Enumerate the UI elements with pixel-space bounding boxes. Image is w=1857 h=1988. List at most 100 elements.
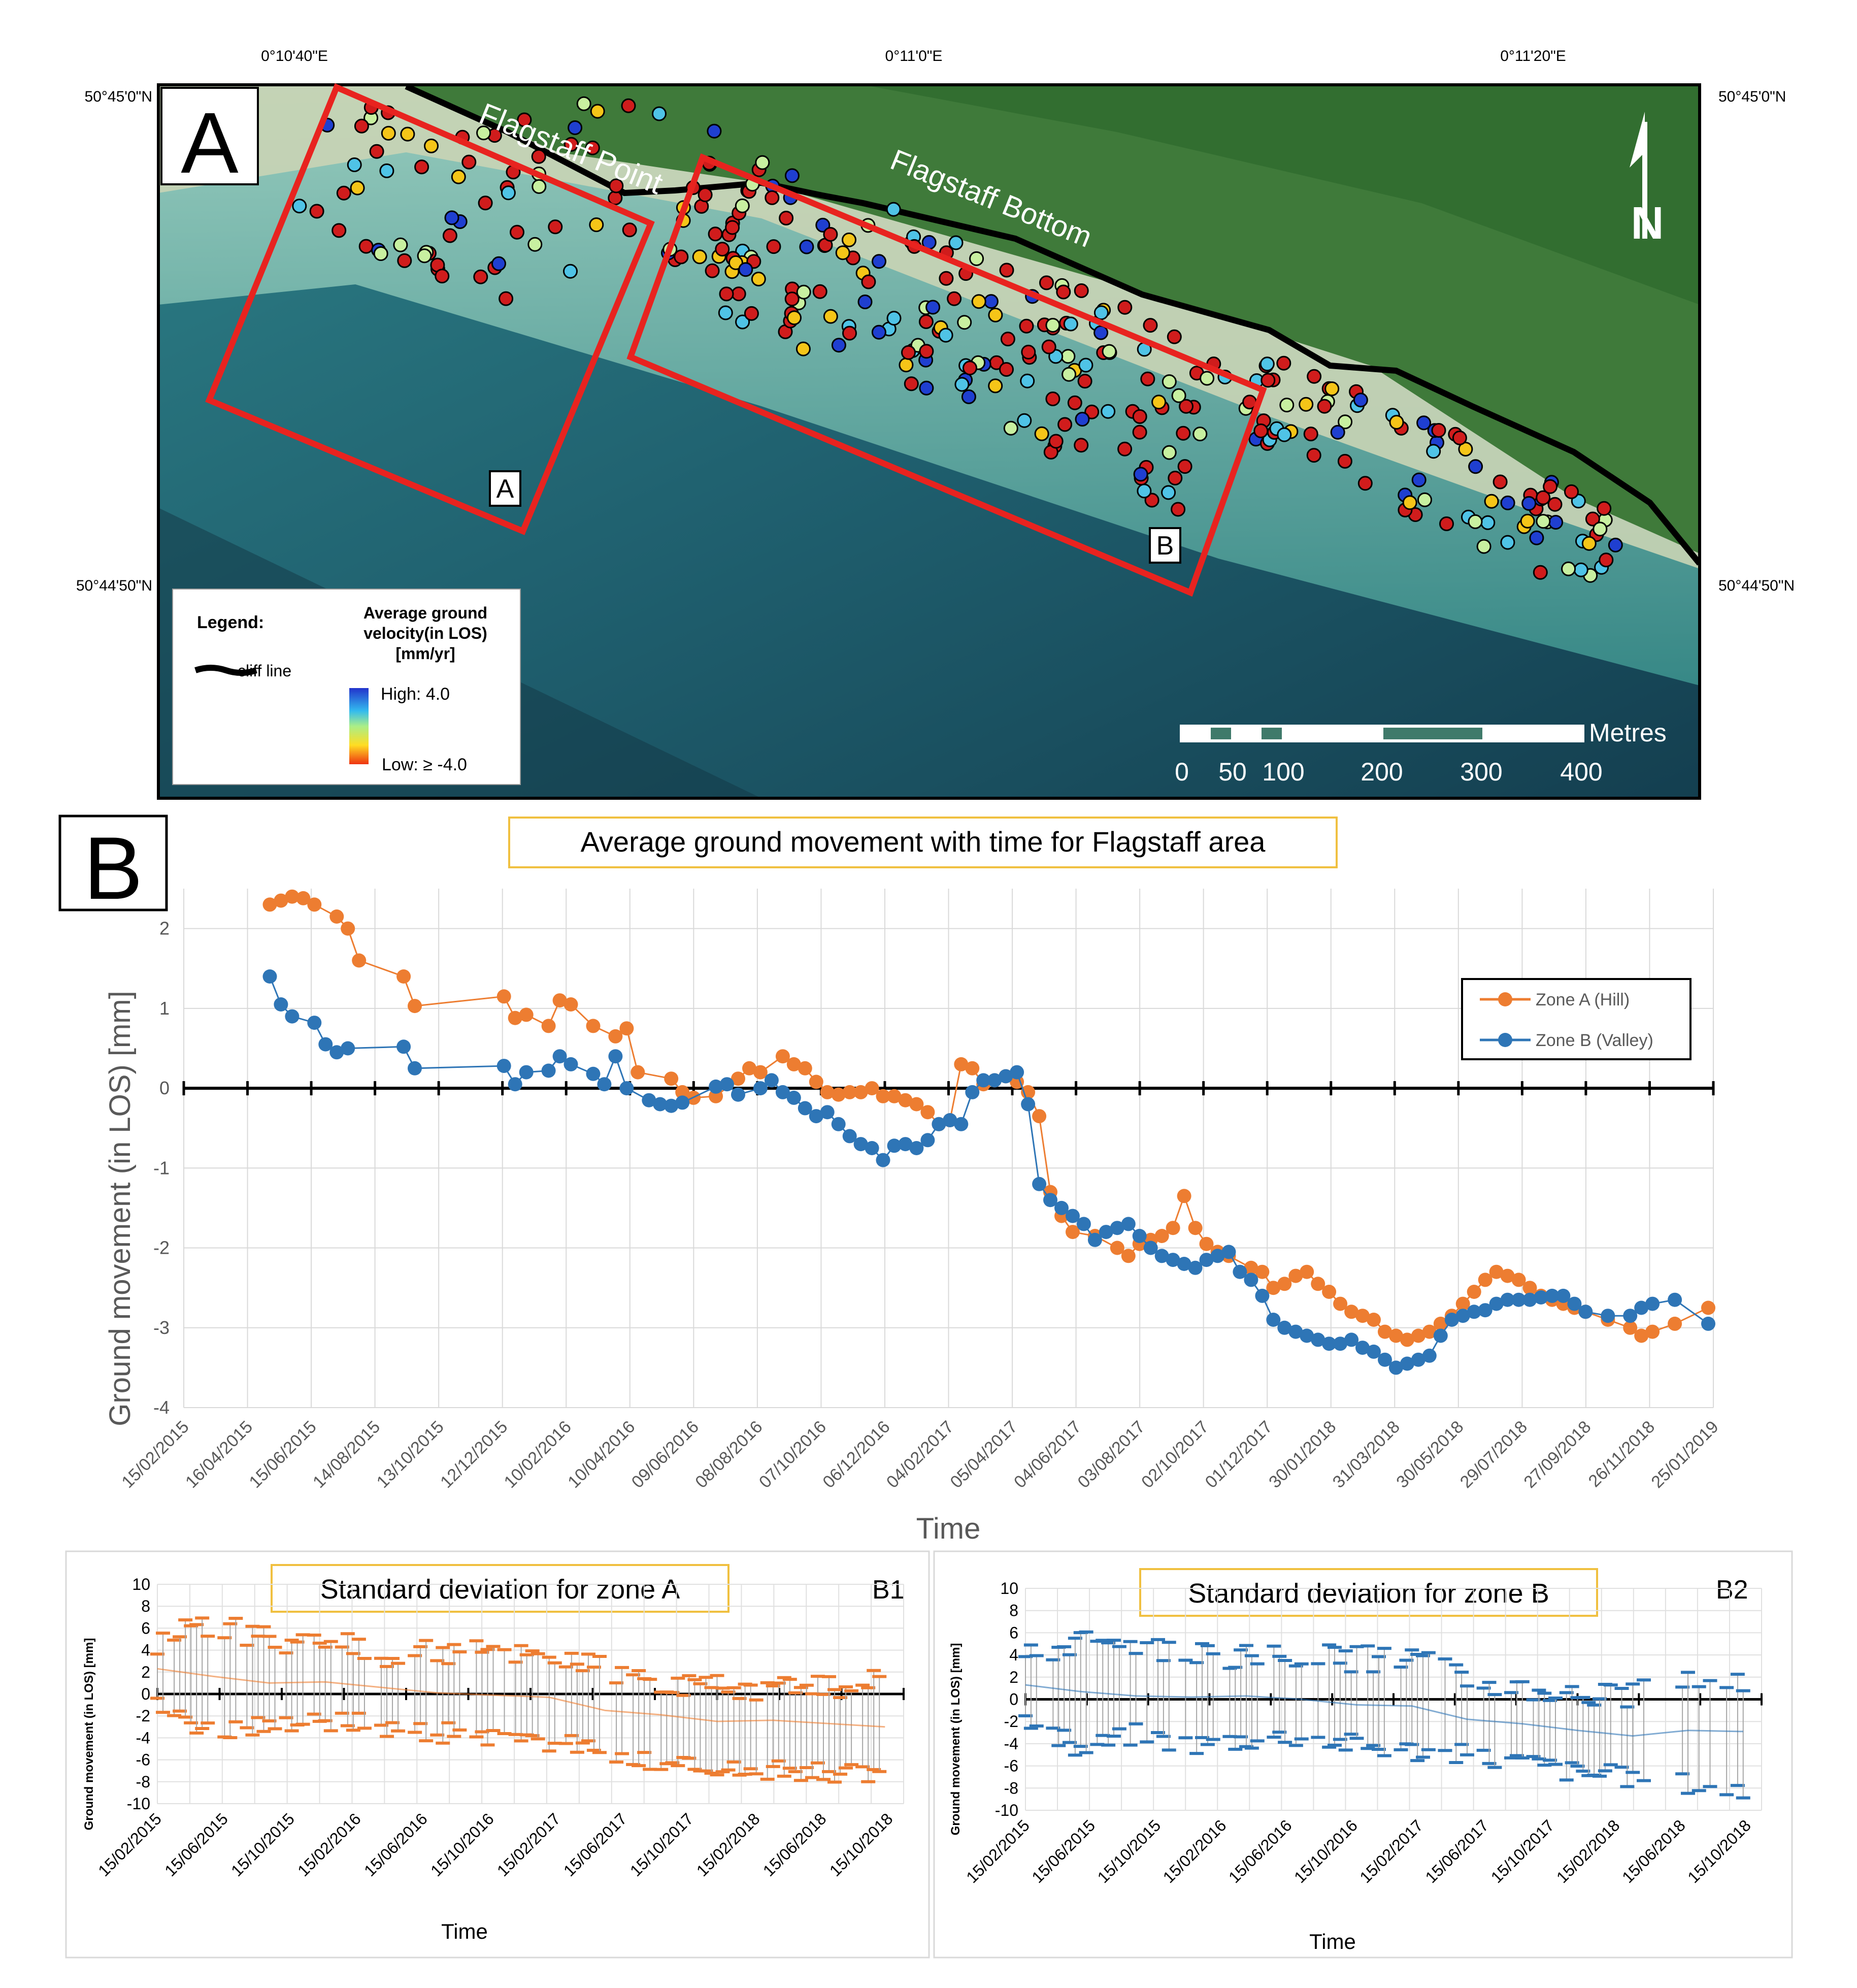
data-point-s1-32	[820, 1105, 835, 1120]
scale-tick-100: 100	[1262, 758, 1304, 786]
x-tick-label: 02/10/2017	[1138, 1417, 1212, 1492]
data-point-s0-81	[1411, 1328, 1425, 1343]
velocity-point-85	[1000, 332, 1015, 347]
data-point-s0-87	[1478, 1273, 1493, 1287]
legend-velocity-title-1: Average ground	[363, 604, 487, 622]
data-point-s0-33	[842, 1085, 857, 1099]
data-point-s1-6	[341, 1041, 355, 1056]
velocity-point-342	[1317, 399, 1332, 414]
velocity-point-296	[1536, 490, 1551, 505]
data-point-s1-80	[1355, 1341, 1370, 1355]
velocity-point-282	[1585, 511, 1600, 527]
velocity-point-46	[417, 248, 432, 264]
chart-b2-ylabel: Ground movement (in LOS) [mm]	[949, 1643, 963, 1836]
velocity-point-248	[755, 155, 770, 170]
velocity-point-180	[1074, 438, 1089, 453]
velocity-point-15	[424, 138, 439, 153]
velocity-point-269	[1416, 415, 1432, 431]
data-point-s0-75	[1344, 1305, 1359, 1319]
y-tick-label: 0	[141, 1685, 150, 1703]
velocity-point-171	[1102, 344, 1117, 359]
velocity-point-279	[1458, 442, 1473, 457]
y-tick-label: -10	[995, 1801, 1018, 1819]
velocity-point-271	[1573, 562, 1588, 577]
chart-b1-ylabel: Ground movement (in LOS) [mm]	[82, 1638, 96, 1831]
velocity-point-250	[901, 345, 916, 360]
mean-line	[157, 1668, 885, 1728]
velocity-point-216	[948, 235, 964, 250]
velocity-point-29	[621, 98, 636, 113]
data-point-s0-69	[1277, 1277, 1292, 1291]
data-point-s1-81	[1367, 1344, 1381, 1359]
data-point-s0-14	[552, 993, 567, 1008]
velocity-point-1	[400, 126, 415, 142]
data-point-s0-56	[1121, 1249, 1136, 1263]
x-tick-label: 15/06/2017	[1422, 1816, 1493, 1886]
velocity-point-298	[1561, 561, 1576, 576]
data-point-s1-68	[1221, 1245, 1236, 1259]
velocity-point-122	[1200, 371, 1215, 386]
x-tick-label: 12/12/2015	[437, 1417, 511, 1492]
velocity-point-166	[1143, 318, 1158, 333]
velocity-point-286	[1337, 453, 1352, 469]
velocity-point-45	[576, 96, 591, 111]
data-point-s1-106	[1701, 1316, 1715, 1331]
data-point-s0-102	[1701, 1300, 1715, 1315]
velocity-point-158	[918, 314, 934, 329]
data-point-s0-85	[1455, 1296, 1470, 1311]
velocity-point-47	[517, 112, 532, 127]
velocity-point-225	[971, 294, 986, 309]
velocity-point-201	[1171, 388, 1186, 403]
velocity-point-207	[1063, 316, 1078, 332]
data-point-s1-27	[764, 1073, 779, 1088]
data-point-s1-39	[898, 1137, 913, 1152]
velocity-point-172	[872, 254, 886, 269]
velocity-point-125	[886, 311, 902, 326]
velocity-point-276	[1597, 501, 1612, 516]
x-tick-label: 15/02/2017	[493, 1809, 564, 1880]
velocity-point-176	[735, 198, 750, 213]
x-tick-label: 04/06/2017	[1010, 1417, 1085, 1492]
velocity-point-245	[823, 227, 838, 242]
data-point-s0-73	[1322, 1285, 1337, 1299]
velocity-point-340	[1581, 536, 1597, 551]
data-point-s1-9	[496, 1059, 511, 1073]
x-tick-label: 15/02/2017	[1356, 1816, 1427, 1886]
velocity-point-304	[1439, 516, 1454, 531]
velocity-point-205	[963, 361, 977, 376]
chart-b-legend: Zone A (Hill) Zone B (Valley)	[1461, 978, 1692, 1060]
velocity-point-66	[1167, 329, 1182, 344]
chart-b-xlabel: Time	[916, 1512, 981, 1545]
zone-a-label: A	[496, 474, 514, 504]
data-point-s1-15	[586, 1066, 601, 1081]
x-tick-label: 01/12/2017	[1202, 1417, 1276, 1492]
velocity-point-309	[1303, 427, 1318, 442]
x-tick-label: 15/06/2015	[1028, 1816, 1099, 1886]
velocity-point-140	[725, 220, 740, 235]
data-point-s0-31	[820, 1085, 835, 1099]
data-point-s0-66	[1244, 1260, 1258, 1275]
velocity-point-141	[983, 294, 999, 309]
velocity-point-224	[1077, 374, 1092, 389]
data-point-s1-98	[1556, 1288, 1571, 1303]
velocity-point-53	[435, 269, 450, 284]
chart-b2-title: Standard deviation for zone B	[1188, 1578, 1549, 1609]
data-point-s0-91	[1522, 1281, 1537, 1295]
velocity-point-234	[1045, 318, 1060, 333]
data-point-s1-65	[1188, 1260, 1203, 1275]
data-point-s1-4	[318, 1037, 333, 1052]
velocity-point-264	[1476, 539, 1491, 554]
velocity-point-163	[744, 306, 759, 321]
velocity-point-162	[831, 338, 846, 353]
data-point-s1-54	[1066, 1209, 1080, 1223]
velocity-point-17	[347, 157, 362, 172]
data-point-s0-70	[1288, 1268, 1303, 1283]
velocity-point-314	[1468, 514, 1483, 529]
velocity-point-130	[707, 123, 722, 139]
velocity-point-193	[1117, 441, 1133, 457]
data-point-s1-97	[1545, 1288, 1560, 1303]
data-point-s1-58	[1110, 1221, 1124, 1235]
cliff-line	[405, 85, 1700, 566]
y-tick-label: 8	[1009, 1602, 1018, 1620]
velocity-point-61	[354, 118, 369, 134]
